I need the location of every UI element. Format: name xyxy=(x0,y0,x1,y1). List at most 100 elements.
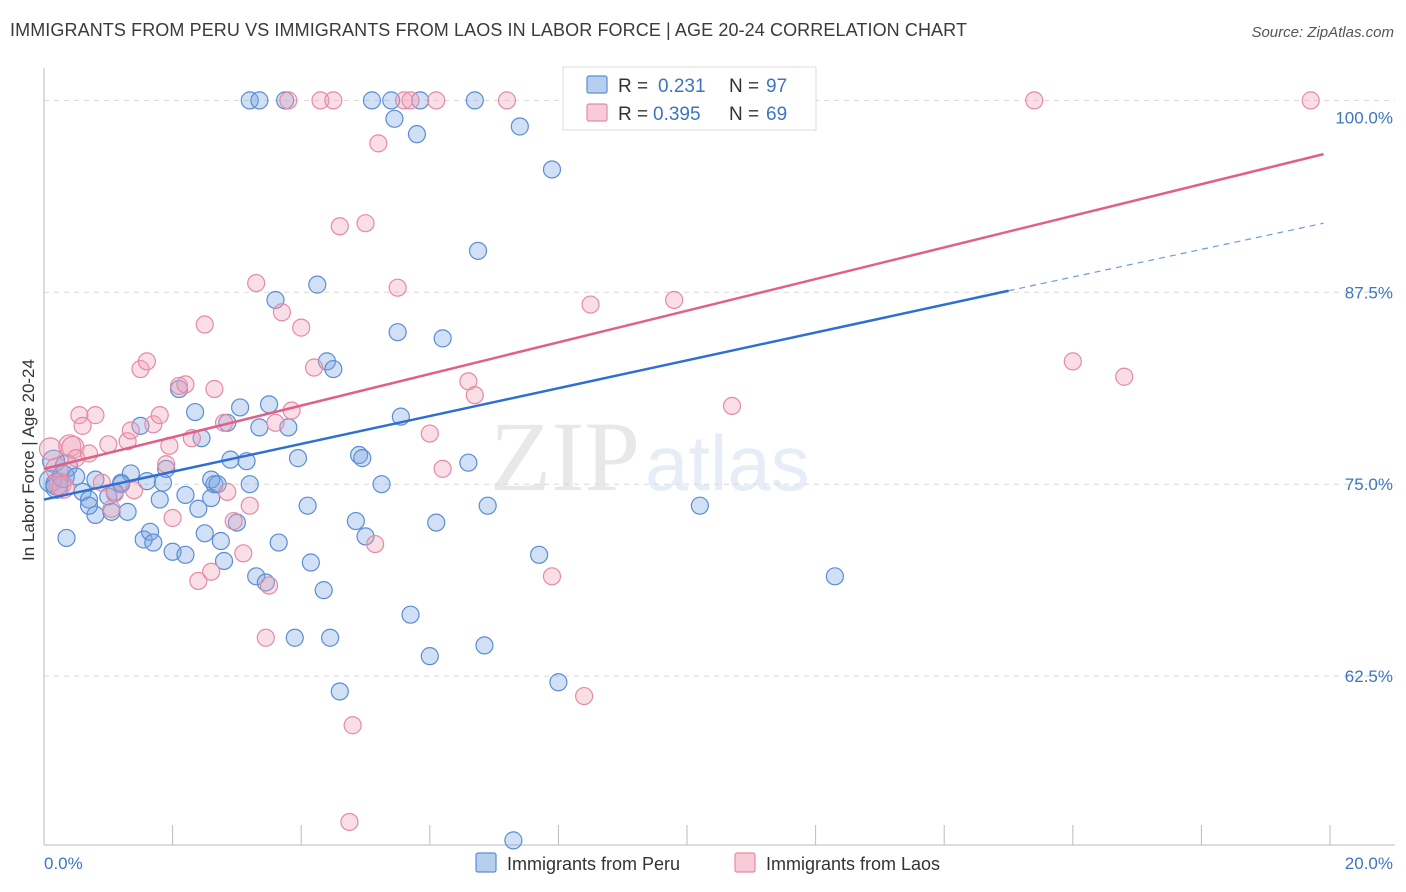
laos-point xyxy=(665,290,684,310)
chart-source: Source: ZipAtlas.com xyxy=(1251,24,1394,41)
laos-point xyxy=(157,455,176,474)
laos-point xyxy=(38,437,63,461)
laos-point xyxy=(99,435,118,454)
y-axis-label: In Labor Force | Age 20-24 xyxy=(19,359,38,561)
peru-point xyxy=(140,522,160,541)
laos-point xyxy=(144,415,163,434)
y-tick-label-3: 100.0% xyxy=(1335,108,1393,127)
peru-point xyxy=(308,275,327,294)
laos-point xyxy=(189,571,208,591)
peru-point xyxy=(195,524,214,543)
bottom-legend-swatch-peru xyxy=(475,852,497,873)
peru-point xyxy=(240,91,259,110)
peru-point xyxy=(301,553,320,572)
laos-point xyxy=(388,278,407,297)
laos-point xyxy=(118,432,137,451)
laos-point xyxy=(1063,352,1082,371)
laos-point xyxy=(366,534,385,554)
watermark-zip: ZIP xyxy=(490,401,640,512)
bottom-legend-swatch-laos xyxy=(734,852,756,873)
laos-point xyxy=(51,475,75,499)
laos-point xyxy=(330,217,349,236)
laos-point xyxy=(224,511,243,531)
laos-point xyxy=(169,376,189,396)
peru-point xyxy=(504,831,523,850)
laos-point xyxy=(311,91,330,110)
watermark: ZIP atlas xyxy=(490,401,810,512)
peru-point xyxy=(353,449,372,468)
peru-point xyxy=(247,567,266,586)
laos-point xyxy=(202,562,221,581)
peru-point xyxy=(186,402,205,422)
peru-point xyxy=(411,91,430,110)
legend-swatch-laos xyxy=(586,103,608,122)
laos-point xyxy=(279,91,298,110)
laos-point xyxy=(163,508,182,528)
peru-point xyxy=(250,91,269,110)
peru-point xyxy=(530,545,549,564)
laos-point xyxy=(102,499,121,518)
peru-point xyxy=(388,323,407,342)
peru-point xyxy=(321,628,340,647)
legend-r-label-peru: R = xyxy=(618,76,648,97)
watermark-atlas: atlas xyxy=(645,419,810,507)
laos-point xyxy=(343,716,362,735)
laos-point xyxy=(205,379,224,399)
laos-point xyxy=(195,315,214,334)
peru-point xyxy=(214,551,234,571)
laos-point xyxy=(70,406,89,425)
laos-point xyxy=(256,628,275,647)
y-axis-tick-labels: 62.5% 75.0% 87.5% 100.0% xyxy=(1335,108,1393,686)
peru-point xyxy=(330,682,349,701)
laos-point xyxy=(497,91,517,110)
peru-point xyxy=(420,647,439,666)
peru-point xyxy=(45,475,69,499)
peru-point xyxy=(38,469,63,493)
laos-point xyxy=(1025,91,1044,110)
peru-point xyxy=(150,490,169,509)
peru-point xyxy=(433,329,452,348)
peru-point xyxy=(349,445,369,465)
laos-point xyxy=(292,318,311,337)
peru-point xyxy=(468,241,488,260)
laos-point xyxy=(272,303,292,322)
peru-point xyxy=(346,511,365,531)
laos-point xyxy=(581,295,600,314)
peru-point xyxy=(362,91,382,110)
peru-point xyxy=(372,475,391,494)
laos-point xyxy=(73,416,92,435)
peru-point xyxy=(240,475,259,494)
laos-point xyxy=(420,424,439,443)
peru-point xyxy=(356,527,375,546)
peru-point xyxy=(118,502,137,521)
x-axis-ticks xyxy=(43,825,1331,845)
legend-n-value-laos: 69 xyxy=(766,104,787,125)
laos-point xyxy=(259,576,279,595)
chart-title: IMMIGRANTS FROM PERU VS IMMIGRANTS FROM … xyxy=(10,20,968,40)
legend-r-label-laos: R = xyxy=(618,104,648,125)
peru-point xyxy=(542,160,562,179)
peru-point xyxy=(285,628,304,647)
y-tick-label-1: 75.0% xyxy=(1345,475,1393,494)
legend-r-value-laos: 0.395 xyxy=(653,104,701,125)
peru-point xyxy=(79,496,99,515)
peru-point xyxy=(324,359,343,379)
laos-point xyxy=(401,91,420,110)
peru-point xyxy=(298,496,317,515)
laos-point xyxy=(266,413,285,432)
laos-point xyxy=(575,686,594,706)
laos-point xyxy=(1115,367,1134,386)
peru-point xyxy=(407,125,427,144)
regression-line-peru xyxy=(43,289,1009,501)
peru-point xyxy=(385,109,404,128)
laos-point xyxy=(240,496,259,515)
peru-point xyxy=(144,533,163,552)
peru-point xyxy=(427,513,446,532)
laos-point xyxy=(137,352,156,371)
bottom-legend-label-laos: Immigrants from Laos xyxy=(766,854,940,874)
laos-point xyxy=(722,396,742,416)
legend-n-label-peru: N = xyxy=(729,76,759,97)
peru-point xyxy=(256,573,275,592)
laos-point xyxy=(105,484,124,503)
